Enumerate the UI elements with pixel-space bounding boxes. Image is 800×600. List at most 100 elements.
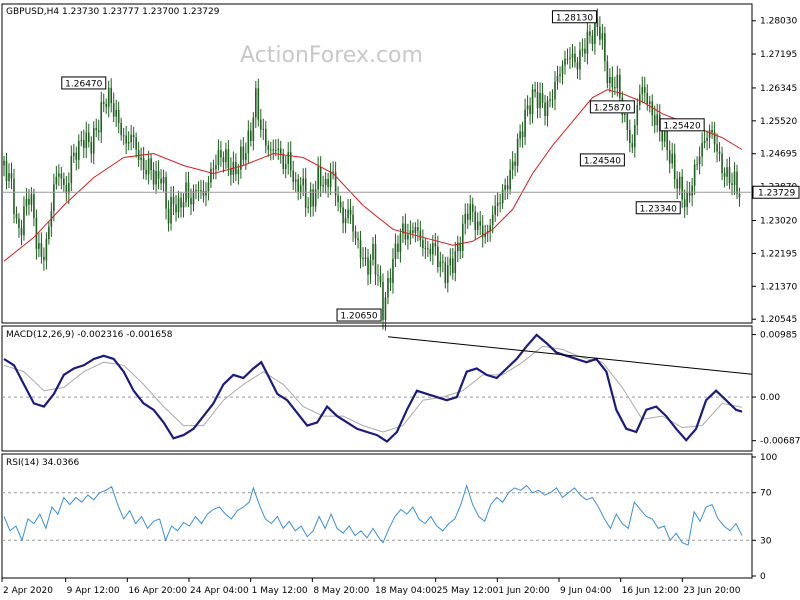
candle-body — [576, 62, 579, 70]
candle-body — [499, 202, 501, 204]
candle-body — [389, 278, 392, 283]
price-annotations: 1.26470 1.20650 1.28130 1.25870 1.24540 1.254… — [61, 10, 705, 322]
candle-body — [691, 185, 693, 196]
candle-body — [30, 194, 33, 205]
candle-body — [446, 265, 449, 284]
candle-body — [53, 184, 55, 212]
candle-body — [546, 100, 549, 116]
candle-body — [227, 149, 230, 168]
macd-panel-header: MACD(12,26,9) -0.002316 -0.001658 — [6, 330, 173, 340]
candle-body — [511, 161, 514, 170]
macd-main-line — [3, 333, 743, 443]
candle-body — [5, 160, 8, 182]
candle-body — [284, 163, 287, 169]
level-annotation-label: 1.20650 — [340, 312, 377, 322]
candle-body — [638, 93, 641, 106]
time-axis: 2 Apr 2020 9 Apr 12:00 16 Apr 20:00 24 Apr … — [1, 578, 741, 596]
level-annotation-label: 1.25870 — [594, 103, 631, 113]
candle-body — [549, 99, 551, 101]
level-annotation-box — [635, 201, 681, 215]
candle-body — [698, 156, 701, 165]
candle-body — [220, 149, 222, 158]
candle-body — [192, 191, 195, 205]
candle-body — [614, 87, 616, 89]
candle-body — [157, 170, 160, 179]
candle-body — [394, 243, 397, 259]
candle-body — [636, 105, 639, 125]
macd-y-tick-label: 0.00 — [760, 393, 780, 403]
candle-body — [579, 50, 581, 70]
candle-body — [25, 198, 28, 207]
candle-body — [65, 184, 68, 194]
candle-body — [733, 171, 736, 186]
candle-body — [539, 93, 541, 109]
candle-body — [397, 243, 399, 252]
candle-body — [442, 261, 444, 263]
candle-body — [437, 246, 439, 268]
candle-body — [631, 143, 634, 148]
candle-body — [519, 131, 521, 139]
level-annotation-label: 1.26470 — [65, 79, 102, 89]
candle-body — [202, 190, 205, 196]
time-tick-label: 1 May 12:00 — [252, 586, 308, 596]
candle-body — [80, 140, 83, 142]
price-y-tick-label: 1.27195 — [760, 50, 797, 60]
candle-body — [23, 206, 25, 236]
candle-body — [68, 182, 70, 194]
level-annotation-box — [659, 118, 705, 132]
candle-body — [45, 239, 48, 261]
candle-body — [713, 132, 716, 145]
candle-body — [594, 18, 596, 44]
rsi-line — [3, 483, 743, 546]
candle-body — [601, 33, 604, 40]
candle-body — [584, 48, 586, 54]
candle-body — [82, 140, 85, 148]
candle-body — [302, 178, 304, 186]
price-y-tick-label: 1.25520 — [760, 117, 797, 127]
candle-body — [127, 142, 130, 144]
candle-body — [312, 189, 314, 207]
candle-body — [155, 170, 157, 185]
candle-body — [272, 149, 275, 151]
candle-body — [459, 242, 462, 251]
price-panel-frame — [1, 3, 753, 324]
candle-body — [160, 178, 162, 184]
candle-body — [225, 149, 227, 163]
moving-average-line — [3, 89, 743, 262]
candle-body — [35, 217, 38, 249]
candle-body — [374, 243, 377, 275]
candle-body — [626, 114, 629, 131]
candle-body — [619, 74, 621, 98]
candle-body — [197, 190, 200, 192]
candle-body — [736, 171, 738, 194]
candle-body — [327, 178, 329, 187]
candle-body — [167, 208, 170, 224]
time-tick-label: 18 May 04:00 — [375, 586, 437, 596]
candle-body — [309, 189, 312, 207]
candle-body — [10, 173, 13, 179]
candle-body — [469, 204, 472, 220]
candle-body — [250, 130, 252, 142]
macd-y-axis: 0.00985 0.00 -0.006874 — [752, 331, 800, 447]
candle-body — [456, 242, 459, 252]
candle-body — [15, 213, 18, 219]
candle-body — [466, 213, 469, 220]
candle-body — [38, 243, 40, 249]
candle-body — [703, 140, 706, 143]
candle-body — [434, 243, 437, 247]
candle-body — [422, 240, 424, 249]
candle-body — [170, 196, 172, 224]
candle-body — [526, 105, 529, 110]
candle-body — [661, 130, 664, 142]
candle-body — [362, 257, 364, 259]
candle-body — [686, 191, 688, 208]
rsi-y-axis: 100 70 30 0 — [752, 453, 777, 582]
candle-body — [122, 135, 125, 137]
candle-body — [509, 169, 511, 190]
candle-body — [471, 204, 474, 212]
candle-body — [653, 115, 656, 126]
candle-body — [489, 225, 491, 231]
candle-body — [566, 58, 569, 60]
candle-body — [187, 182, 190, 198]
